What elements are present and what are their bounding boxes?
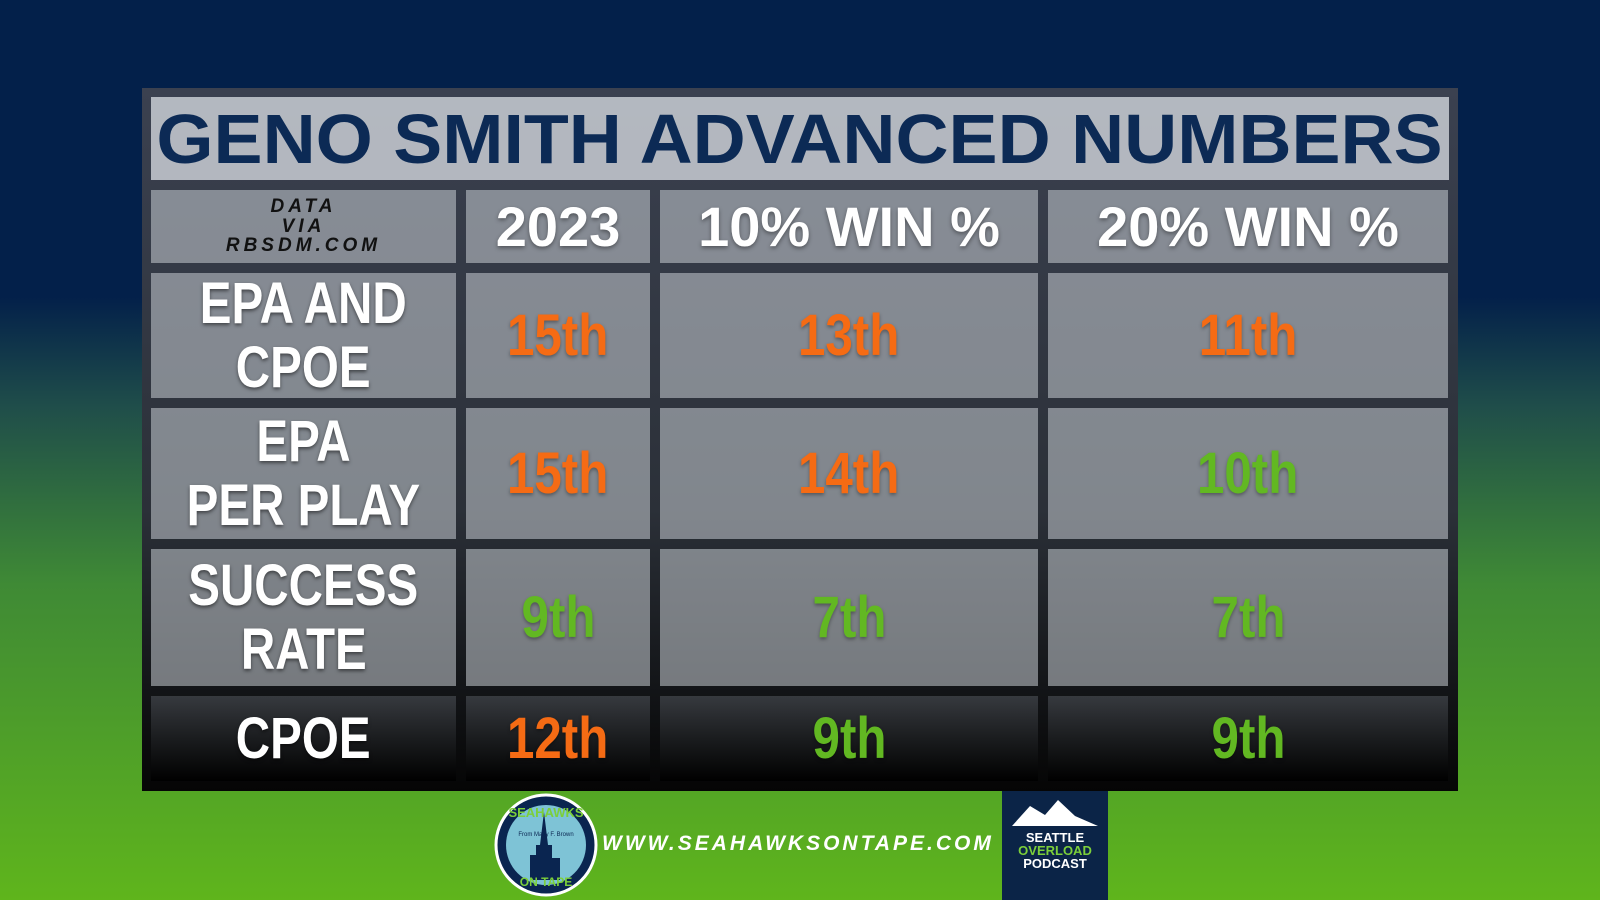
row-label: EPA AND xyxy=(199,270,407,336)
logo-left-bottom: ON TAPE xyxy=(520,875,572,889)
row-label: SUCCESS xyxy=(188,552,419,618)
title-box: GENO SMITH ADVANCED NUMBERS xyxy=(151,97,1449,180)
row-label: EPA xyxy=(256,408,351,474)
column-header-cell: 10% WIN % xyxy=(660,190,1038,263)
row-label: PER PLAY xyxy=(186,472,421,538)
website: WWW.SEAHAWKSONTAPE.COM xyxy=(602,832,994,855)
row-label: CPOE xyxy=(236,705,371,771)
rank-value: 9th xyxy=(812,705,886,771)
logo-skyline xyxy=(530,812,560,880)
rank-value: 10th xyxy=(1197,440,1299,506)
rank-cell: 7th xyxy=(660,549,1038,686)
title: GENO SMITH ADVANCED NUMBERS xyxy=(156,99,1444,178)
logo-left-top: SEAHAWKS xyxy=(508,805,583,820)
column-header: 10% WIN % xyxy=(698,194,1000,258)
corner-cell: DATA VIA RBSDM.COM xyxy=(151,190,456,263)
logo-left-middle: From Matty F. Brown xyxy=(518,832,573,838)
rank-value: 15th xyxy=(507,440,609,506)
rank-cell: 15th xyxy=(466,408,650,539)
rank-value: 7th xyxy=(812,584,886,650)
logo-right-text: PODCAST xyxy=(1023,856,1087,871)
rank-value: 13th xyxy=(798,302,900,368)
rank-value: 9th xyxy=(1211,705,1285,771)
row-label: RATE xyxy=(240,616,367,682)
logo-right-text: OVERLOAD xyxy=(1018,843,1092,858)
source-note: RBSDM.COM xyxy=(225,235,382,257)
column-header-cell: 20% WIN % xyxy=(1048,190,1448,263)
rank-value: 9th xyxy=(521,584,595,650)
rank-cell: 10th xyxy=(1048,408,1448,539)
source-note: VIA xyxy=(281,215,326,237)
column-header: 2023 xyxy=(495,194,621,258)
row-label-cell: EPA AND CPOE xyxy=(151,270,456,400)
rank-value: 15th xyxy=(507,302,609,368)
row-label-cell: CPOE xyxy=(151,696,456,781)
rank-cell: 9th xyxy=(466,549,650,686)
column-header: 20% WIN % xyxy=(1097,194,1399,258)
rank-cell: 12th xyxy=(466,696,650,781)
rank-cell: 11th xyxy=(1048,273,1448,398)
rank-value: 12th xyxy=(507,705,609,771)
rank-value: 14th xyxy=(798,440,900,506)
rank-cell: 14th xyxy=(660,408,1038,539)
rank-cell: 9th xyxy=(660,696,1038,781)
row-label-cell: SUCCESS RATE xyxy=(151,549,456,686)
logo-mountain xyxy=(1012,800,1098,826)
rank-cell: 7th xyxy=(1048,549,1448,686)
rank-cell: 13th xyxy=(660,273,1038,398)
rank-cell: 9th xyxy=(1048,696,1448,781)
rank-cell: 15th xyxy=(466,273,650,398)
logo-right-text: SEATTLE xyxy=(1026,830,1085,845)
row-label: CPOE xyxy=(236,334,371,400)
source-note: DATA xyxy=(270,195,337,217)
rank-value: 7th xyxy=(1211,584,1285,650)
column-header-cell: 2023 xyxy=(466,190,650,263)
row-label-cell: EPA PER PLAY xyxy=(151,408,456,539)
rank-value: 11th xyxy=(1198,302,1298,368)
